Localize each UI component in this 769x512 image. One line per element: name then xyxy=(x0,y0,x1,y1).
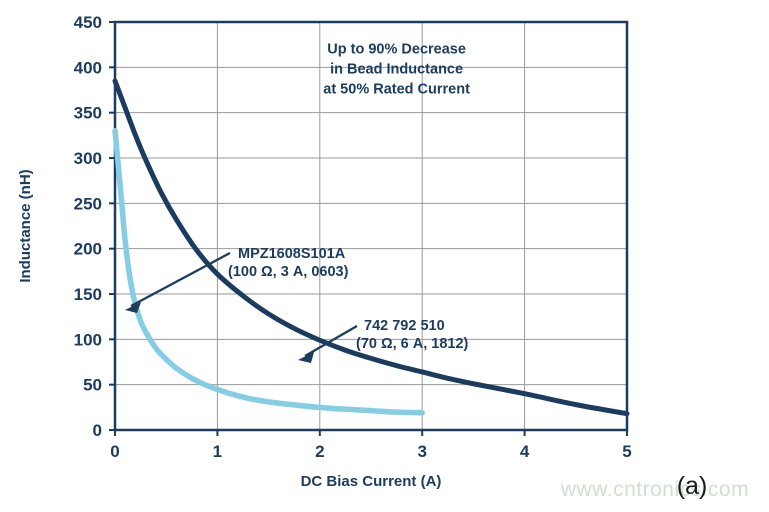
callout-annotation: Up to 90% Decrease in Bead Inductance at… xyxy=(323,42,470,98)
series-label-mpz-arrowhead xyxy=(125,302,141,313)
series-label-742: 742 792 510 (70 Ω, 6 A, 1812) xyxy=(298,318,469,363)
y-tick-label: 0 xyxy=(93,421,102,440)
series-label-742-name: 742 792 510 xyxy=(364,318,445,334)
series-label-742-detail: (70 Ω, 6 A, 1812) xyxy=(356,336,469,352)
x-tick-label: 4 xyxy=(520,442,530,461)
x-tick-label: 1 xyxy=(213,442,222,461)
series-label-mpz-leader-line xyxy=(130,251,231,308)
y-axis-tick-labels: 0 50 100 150 200 250 300 350 400 450 xyxy=(74,13,102,440)
series-label-742-arrowhead xyxy=(298,352,314,363)
x-axis-title: DC Bias Current (A) xyxy=(301,473,442,490)
figure-label: (a) xyxy=(677,472,708,500)
y-tick-label: 50 xyxy=(83,376,102,395)
series-line-mpz1608s101a xyxy=(112,128,425,416)
x-axis-tick-labels: 0 1 2 3 4 5 xyxy=(110,442,631,461)
y-axis-title: Inductance (nH) xyxy=(17,169,34,282)
y-tick-label: 250 xyxy=(74,194,102,213)
y-tick-label: 300 xyxy=(74,149,102,168)
callout-line-3: at 50% Rated Current xyxy=(323,82,470,98)
plot-area-frame xyxy=(113,20,629,432)
y-tick-label: 200 xyxy=(74,240,102,259)
series-label-742-leader-line xyxy=(304,325,358,357)
y-axis-ticks xyxy=(109,21,115,431)
series-label-mpz-detail: (100 Ω, 3 A, 0603) xyxy=(228,264,349,280)
y-tick-label: 100 xyxy=(74,330,102,349)
gridlines xyxy=(115,22,627,430)
series-label-mpz-name: MPZ1608S101A xyxy=(238,246,346,262)
y-tick-label: 400 xyxy=(74,58,102,77)
x-tick-label: 0 xyxy=(110,442,119,461)
callout-line-2: in Bead Inductance xyxy=(330,62,463,78)
y-tick-label: 450 xyxy=(74,13,102,32)
series-label-mpz: MPZ1608S101A (100 Ω, 3 A, 0603) xyxy=(125,246,349,313)
callout-line-1: Up to 90% Decrease xyxy=(327,42,466,58)
series-line-742792510 xyxy=(112,78,630,417)
x-tick-label: 2 xyxy=(315,442,324,461)
x-tick-label: 3 xyxy=(417,442,426,461)
y-tick-label: 150 xyxy=(74,285,102,304)
x-tick-label: 5 xyxy=(622,442,631,461)
y-tick-label: 350 xyxy=(74,104,102,123)
watermark-site: www.cntronics.com xyxy=(560,478,749,501)
